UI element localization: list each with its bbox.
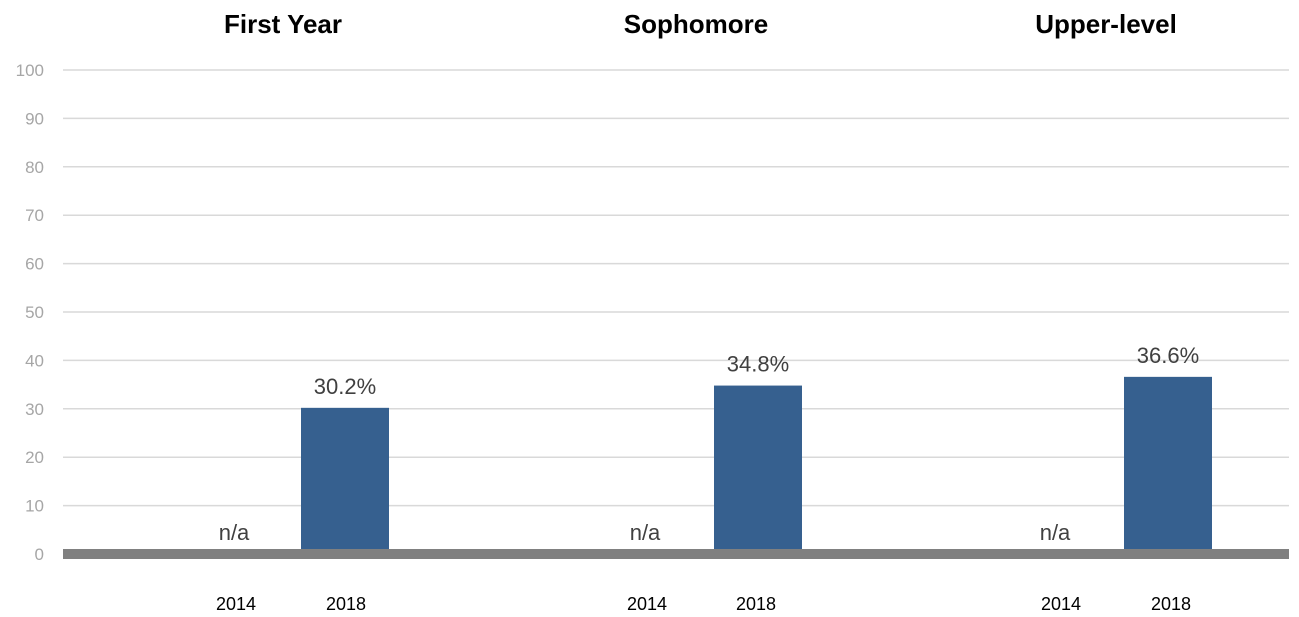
- y-tick-label: 60: [25, 255, 44, 274]
- y-tick-label: 20: [25, 448, 44, 467]
- data-label: 30.2%: [314, 374, 376, 399]
- panel-title: Upper-level: [1035, 9, 1177, 39]
- y-tick-label: 100: [16, 61, 44, 80]
- data-label-na: n/a: [219, 520, 250, 545]
- bar-sophomore-2018: [714, 385, 802, 554]
- y-tick-label: 40: [25, 351, 44, 370]
- bars: [301, 376, 1212, 554]
- data-label-na: n/a: [630, 520, 661, 545]
- data-label: 34.8%: [727, 352, 789, 377]
- y-tick-label: 0: [35, 545, 44, 564]
- x-tick-label: 2018: [736, 594, 776, 614]
- x-tick-label: 2018: [326, 594, 366, 614]
- y-tick-label: 90: [25, 109, 44, 128]
- panel-titles: First Year Sophomore Upper-level: [224, 9, 1177, 39]
- data-label: 36.6%: [1137, 343, 1199, 368]
- y-tick-label: 50: [25, 303, 44, 322]
- y-tick-label: 10: [25, 497, 44, 516]
- x-tick-label: 2014: [627, 594, 667, 614]
- panel-title: Sophomore: [624, 9, 768, 39]
- x-axis-baseline: [63, 549, 1289, 559]
- bar-upper-level-2018: [1124, 376, 1212, 554]
- x-axis-ticks: 2014 2018 2014 2018 2014 2018: [216, 594, 1191, 614]
- gridlines: [63, 69, 1289, 507]
- y-tick-label: 30: [25, 400, 44, 419]
- bar-first-year-2018: [301, 407, 389, 554]
- x-tick-label: 2018: [1151, 594, 1191, 614]
- y-tick-label: 80: [25, 158, 44, 177]
- panel-title: First Year: [224, 9, 342, 39]
- baseline: [63, 549, 1289, 559]
- x-tick-label: 2014: [1041, 594, 1081, 614]
- data-label-na: n/a: [1040, 520, 1071, 545]
- y-tick-label: 70: [25, 206, 44, 225]
- data-labels: n/a 30.2% n/a 34.8% n/a 36.6%: [219, 343, 1199, 545]
- y-axis-ticks: 0 10 20 30 40 50 60 70 80 90 100: [16, 61, 44, 564]
- x-tick-label: 2014: [216, 594, 256, 614]
